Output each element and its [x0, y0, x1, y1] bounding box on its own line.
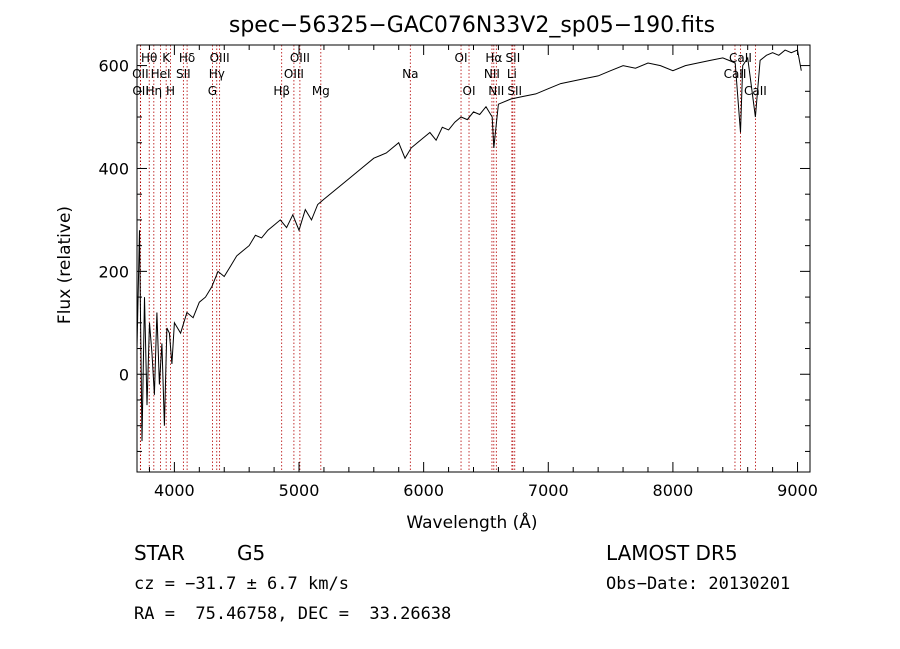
spectral-line-markers [139, 45, 756, 472]
spectral-line-label: Hβ [273, 84, 290, 98]
spectral-line-label: SII [506, 51, 521, 65]
object-class: STAR [134, 541, 185, 565]
object-subclass: G5 [237, 541, 266, 565]
chart-title: spec−56325−GAC076N33V2_sp05−190.fits [229, 13, 715, 38]
plot-frame [136, 44, 811, 473]
spectral-line-label: G [208, 84, 217, 98]
x-tick-label: 7000 [528, 481, 569, 500]
survey-name: LAMOST DR5 [606, 541, 738, 565]
x-tick-label: 9000 [777, 481, 818, 500]
spectral-line-label: H [166, 84, 175, 98]
y-axis-ticks: 0 200 400 600 [98, 57, 810, 452]
spectral-line-label: OIII [284, 67, 304, 81]
y-tick-label: 600 [98, 57, 129, 76]
spectral-line-label: NII [488, 84, 504, 98]
spectral-line-label: OI [463, 84, 476, 98]
spectral-line-label: OIII [290, 51, 310, 65]
spectral-line-label: Hα [485, 51, 502, 65]
y-tick-label: 400 [98, 159, 129, 178]
spectral-line-label: Hη [146, 84, 163, 98]
redshift-velocity: cz = −31.7 ± 6.7 km/s [134, 574, 349, 594]
y-tick-label: 200 [98, 262, 129, 281]
spectrum-line [136, 49, 802, 442]
spectral-line-label: Hγ [209, 67, 225, 81]
x-tick-label: 5000 [279, 481, 320, 500]
y-tick-label: 0 [119, 365, 129, 384]
spectral-line-label: CaII [729, 51, 752, 65]
coordinates: RA = 75.46758, DEC = 33.26638 [134, 604, 452, 624]
spectral-line-label: SII [507, 84, 522, 98]
spectral-line-label: OII [132, 67, 149, 81]
x-tick-label: 4000 [154, 481, 195, 500]
spectral-line-label: Hθ [141, 51, 157, 65]
observation-date: Obs−Date: 20130201 [606, 574, 791, 594]
spectral-line-label: OIII [210, 51, 230, 65]
x-axis-label: Wavelength (Å) [406, 511, 537, 533]
spectral-line-label: CaII [744, 84, 767, 98]
spectral-line-label: Na [402, 67, 418, 81]
spectral-line-label: CaII [724, 67, 747, 81]
spectral-line-label: OI [455, 51, 468, 65]
spectral-line-label: Li [507, 67, 517, 81]
y-axis-label: Flux (relative) [55, 206, 75, 324]
x-tick-label: 8000 [653, 481, 694, 500]
spectral-line-label: HeI [151, 67, 171, 81]
spectral-line-label: Mg [312, 84, 330, 98]
x-axis-ticks: 4000 5000 6000 7000 8000 9000 [148, 45, 818, 500]
x-tick-label: 6000 [403, 481, 444, 500]
spectral-line-label: Hδ [179, 51, 195, 65]
spectral-line-label: K [162, 51, 171, 65]
spectral-line-label: NII [484, 67, 500, 81]
spectral-line-label: SII [176, 67, 191, 81]
spectrum-chart: spec−56325−GAC076N33V2_sp05−190.fits Hθ O… [55, 13, 818, 533]
